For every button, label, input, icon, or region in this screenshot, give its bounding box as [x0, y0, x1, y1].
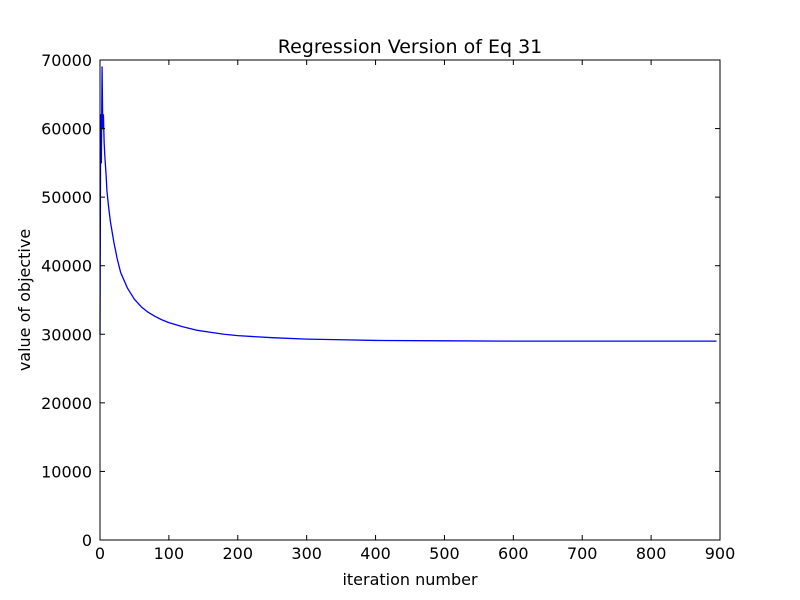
y-tick-label: 60000 — [41, 120, 92, 139]
y-tick-label: 0 — [82, 531, 92, 550]
x-tick-label: 800 — [636, 544, 667, 563]
x-tick-label: 400 — [360, 544, 391, 563]
chart-title: Regression Version of Eq 31 — [278, 36, 543, 58]
x-tick-label: 0 — [95, 544, 105, 563]
x-tick-label: 600 — [498, 544, 529, 563]
plot-background — [100, 60, 720, 540]
y-tick-label: 10000 — [41, 462, 92, 481]
y-tick-label: 50000 — [41, 188, 92, 207]
x-tick-label: 900 — [705, 544, 736, 563]
y-tick-label: 20000 — [41, 394, 92, 413]
x-axis-label: iteration number — [342, 570, 478, 589]
y-tick-label: 30000 — [41, 325, 92, 344]
y-axis-label: value of objective — [15, 229, 34, 371]
x-tick-label: 100 — [154, 544, 185, 563]
plot-area: 0 100 200 300 400 500 600 700 800 900 0 10000 20000 3… — [41, 51, 735, 563]
x-tick-label: 700 — [567, 544, 598, 563]
series-line-0 — [99, 66, 717, 342]
y-tick-label: 70000 — [41, 51, 92, 70]
y-tick-label: 40000 — [41, 257, 92, 276]
plot-frame — [99, 59, 721, 541]
x-tick-label: 300 — [291, 544, 322, 563]
x-tick-label: 200 — [223, 544, 254, 563]
x-tick-label: 500 — [429, 544, 460, 563]
